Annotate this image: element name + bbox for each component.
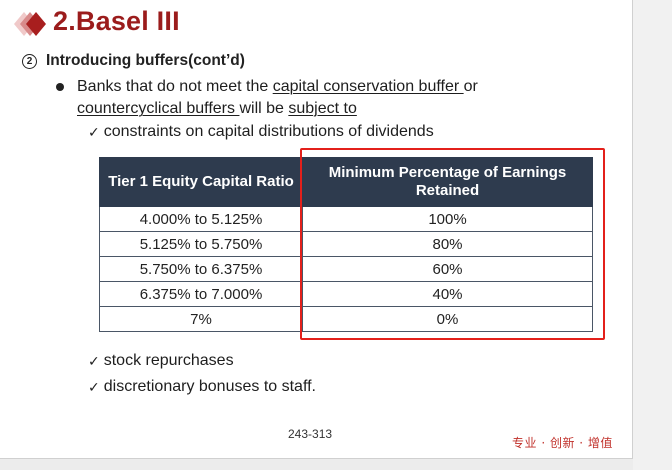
bullet-part2: or bbox=[463, 78, 478, 95]
subject-to-link: subject to bbox=[288, 100, 357, 117]
bullet-part3: will be bbox=[239, 100, 289, 117]
check-item-text: discretionary bonuses to staff. bbox=[103, 378, 316, 395]
table-row: 6.375% to 7.000% 40% bbox=[99, 281, 593, 307]
checkmark-icon: ✓ bbox=[88, 353, 100, 369]
main-bullet: Banks that do not meet the capital conse… bbox=[56, 76, 528, 120]
subhead-text: Introducing buffers(cont’d) bbox=[46, 52, 245, 69]
retained-cell: 100% bbox=[302, 206, 593, 232]
slide: 2.Basel III 2 Introducing buffers(cont’d… bbox=[0, 0, 633, 459]
checkmark-icon: ✓ bbox=[88, 379, 100, 395]
ratio-cell: 4.000% to 5.125% bbox=[99, 206, 303, 232]
slide-title: 2.Basel III bbox=[53, 6, 180, 36]
table-row: 5.750% to 6.375% 60% bbox=[99, 256, 593, 282]
capital-conservation-buffer-link: capital conservation buffer bbox=[272, 78, 464, 95]
side-panel-track bbox=[633, 0, 672, 470]
ratio-cell: 6.375% to 7.000% bbox=[99, 281, 303, 307]
diamond-logo-icon bbox=[14, 12, 46, 36]
retained-cell: 40% bbox=[302, 281, 593, 307]
table-row: 7% 0% bbox=[99, 306, 593, 332]
header-tier1-ratio: Tier 1 Equity Capital Ratio bbox=[99, 157, 303, 207]
circled-number-icon: 2 bbox=[22, 53, 37, 69]
check-item-text: stock repurchases bbox=[103, 352, 234, 369]
bullet-part1: Banks that do not meet the bbox=[77, 78, 273, 95]
table-row: 4.000% to 5.125% 100% bbox=[99, 206, 593, 232]
countercyclical-buffers-link: countercyclical buffers bbox=[77, 100, 240, 117]
page-number: 243-313 bbox=[288, 427, 333, 441]
main-bullet-text: Banks that do not meet the capital conse… bbox=[58, 76, 528, 120]
footer-slogan: 专业 · 创新 · 增值 bbox=[512, 436, 613, 450]
check-item-text: constraints on capital distributions of … bbox=[103, 123, 434, 140]
ratio-cell: 7% bbox=[99, 306, 303, 332]
ratio-cell: 5.125% to 5.750% bbox=[99, 231, 303, 257]
red-highlight-box bbox=[300, 148, 605, 340]
check-item-repurchases: ✓ stock repurchases bbox=[88, 351, 234, 371]
retained-cell: 80% bbox=[302, 231, 593, 257]
header-min-earnings: Minimum Percentage of Earnings Retained bbox=[302, 157, 593, 207]
table-row: 5.125% to 5.750% 80% bbox=[99, 231, 593, 257]
ratio-cell: 5.750% to 6.375% bbox=[99, 256, 303, 282]
buffer-table: Tier 1 Equity Capital Ratio Minimum Perc… bbox=[99, 157, 593, 332]
checkmark-icon: ✓ bbox=[88, 124, 100, 140]
bullet-dot-icon bbox=[56, 83, 64, 91]
table-header-row: Tier 1 Equity Capital Ratio Minimum Perc… bbox=[99, 157, 593, 207]
check-item-bonuses: ✓ discretionary bonuses to staff. bbox=[88, 377, 316, 397]
check-item-dividends: ✓ constraints on capital distributions o… bbox=[88, 122, 434, 142]
subhead: 2 Introducing buffers(cont’d) bbox=[22, 52, 245, 70]
retained-cell: 0% bbox=[302, 306, 593, 332]
